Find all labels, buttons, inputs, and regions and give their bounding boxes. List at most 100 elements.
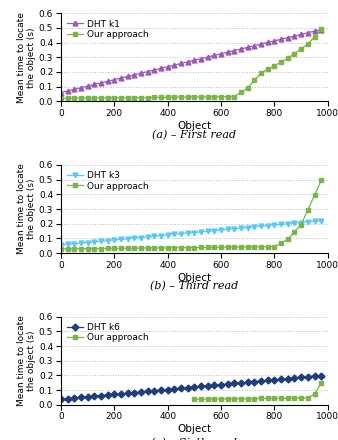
DHT k3 [233, 226, 237, 231]
Our approach [199, 245, 203, 250]
DHT k1 [299, 32, 303, 37]
Our approach [112, 95, 116, 100]
Our approach [219, 245, 223, 250]
Our approach [172, 245, 176, 250]
DHT k1 [212, 53, 216, 58]
DHT k6 [92, 393, 96, 399]
DHT k3 [105, 238, 110, 243]
Our approach [226, 396, 230, 401]
Our approach [119, 95, 123, 100]
DHT k1 [166, 64, 170, 70]
DHT k1 [139, 70, 143, 76]
DHT k1 [206, 55, 210, 60]
Our approach [312, 193, 316, 198]
DHT k3 [226, 227, 230, 232]
Y-axis label: Mean time to locate
the object (s): Mean time to locate the object (s) [17, 12, 36, 103]
Our approach [226, 94, 230, 99]
DHT k3 [166, 232, 170, 238]
Our approach [199, 94, 203, 99]
DHT k6 [266, 378, 270, 383]
Our approach [306, 395, 310, 400]
X-axis label: Object: Object [177, 424, 211, 434]
Our approach [92, 95, 96, 101]
Our approach [186, 245, 190, 250]
DHT k6 [99, 393, 103, 398]
DHT k1 [105, 79, 110, 84]
DHT k6 [66, 396, 70, 401]
DHT k3 [92, 239, 96, 245]
Our approach [92, 246, 96, 251]
DHT k3 [179, 231, 183, 236]
DHT k1 [112, 77, 116, 82]
Our approach [206, 245, 210, 250]
Our approach [206, 396, 210, 402]
Our approach [306, 41, 310, 47]
DHT k6 [286, 376, 290, 381]
Our approach [292, 51, 296, 56]
DHT k1 [172, 62, 176, 68]
Our approach [146, 95, 150, 100]
Our approach [212, 94, 216, 99]
DHT k3 [246, 225, 250, 230]
DHT k3 [66, 242, 70, 247]
Our approach [192, 245, 196, 250]
DHT k6 [132, 390, 136, 395]
DHT k3 [312, 219, 316, 224]
X-axis label: Object: Object [177, 272, 211, 282]
DHT k6 [226, 381, 230, 387]
DHT k6 [246, 380, 250, 385]
DHT k3 [152, 234, 156, 239]
Our approach [259, 396, 263, 401]
DHT k1 [92, 82, 96, 87]
DHT k1 [159, 66, 163, 71]
DHT k1 [99, 80, 103, 85]
Our approach [126, 246, 130, 251]
Our approach [152, 246, 156, 251]
Our approach [105, 246, 110, 251]
Y-axis label: Mean time to locate
the object (s): Mean time to locate the object (s) [17, 164, 36, 254]
DHT k3 [286, 221, 290, 227]
Text: (c) – Sixth read: (c) – Sixth read [151, 438, 237, 440]
Our approach [266, 67, 270, 72]
Line: Our approach: Our approach [192, 381, 323, 402]
DHT k1 [312, 29, 316, 34]
Text: (a) – First read: (a) – First read [152, 130, 236, 140]
DHT k3 [239, 226, 243, 231]
Our approach [239, 244, 243, 249]
DHT k6 [233, 381, 237, 386]
DHT k6 [219, 382, 223, 387]
Our approach [159, 95, 163, 100]
Our approach [319, 27, 323, 32]
DHT k6 [299, 375, 303, 380]
Our approach [179, 95, 183, 100]
Line: DHT k3: DHT k3 [58, 218, 323, 247]
Our approach [172, 95, 176, 100]
Line: DHT k6: DHT k6 [58, 373, 323, 402]
DHT k6 [279, 377, 283, 382]
Our approach [266, 244, 270, 249]
DHT k1 [119, 75, 123, 81]
DHT k6 [252, 379, 257, 384]
DHT k1 [192, 58, 196, 63]
DHT k3 [132, 235, 136, 241]
DHT k3 [112, 237, 116, 242]
DHT k1 [292, 33, 296, 39]
Our approach [166, 245, 170, 250]
Our approach [219, 94, 223, 99]
DHT k6 [172, 386, 176, 392]
Our approach [272, 63, 276, 68]
Our approach [312, 34, 316, 39]
DHT k1 [226, 50, 230, 55]
DHT k1 [272, 38, 276, 44]
Our approach [312, 392, 316, 397]
Our approach [239, 396, 243, 401]
Our approach [292, 396, 296, 401]
Our approach [272, 244, 276, 249]
DHT k6 [186, 385, 190, 390]
DHT k3 [292, 220, 296, 226]
Our approach [86, 95, 90, 101]
Our approach [66, 96, 70, 101]
DHT k6 [166, 387, 170, 392]
DHT k1 [246, 45, 250, 50]
DHT k1 [79, 85, 83, 90]
